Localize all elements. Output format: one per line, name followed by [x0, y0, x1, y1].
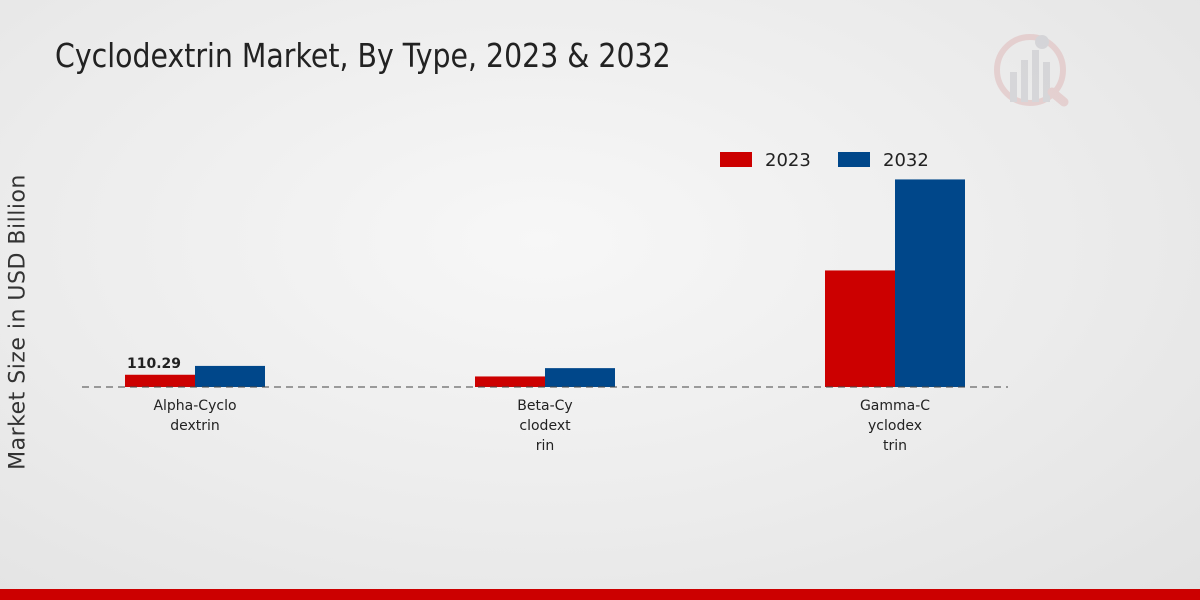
chart-title: Cyclodextrin Market, By Type, 2023 & 203…	[55, 36, 671, 75]
legend-label-2023: 2023	[765, 150, 811, 171]
bar-2032-1	[545, 368, 615, 387]
legend: 2023 2032	[720, 150, 929, 171]
bars	[125, 179, 965, 387]
x-tick-label-0: Alpha-Cyclo dextrin	[153, 398, 236, 434]
bar-2032-0	[195, 365, 265, 387]
bar-2023-2	[825, 270, 895, 387]
bar-2023-1	[475, 376, 545, 387]
legend-swatch-2032	[838, 152, 870, 167]
data-labels: 110.29	[127, 356, 181, 372]
x-tick-label-2: Gamma-C yclodex trin	[860, 398, 930, 454]
bar-2032-2	[895, 179, 965, 387]
legend-label-2032: 2032	[883, 150, 929, 171]
x-tick-label-1: Beta-Cy clodext rin	[517, 398, 572, 454]
x-tick-labels: Alpha-Cyclo dextrin Beta-Cy clodext rin Gamma…	[153, 398, 930, 454]
bottom-accent-bar	[0, 589, 1200, 600]
data-label-0-0: 110.29	[127, 356, 181, 372]
bar-2023-0	[125, 374, 195, 387]
legend-swatch-2023	[720, 152, 752, 167]
market-research-logo-icon	[994, 34, 1069, 107]
